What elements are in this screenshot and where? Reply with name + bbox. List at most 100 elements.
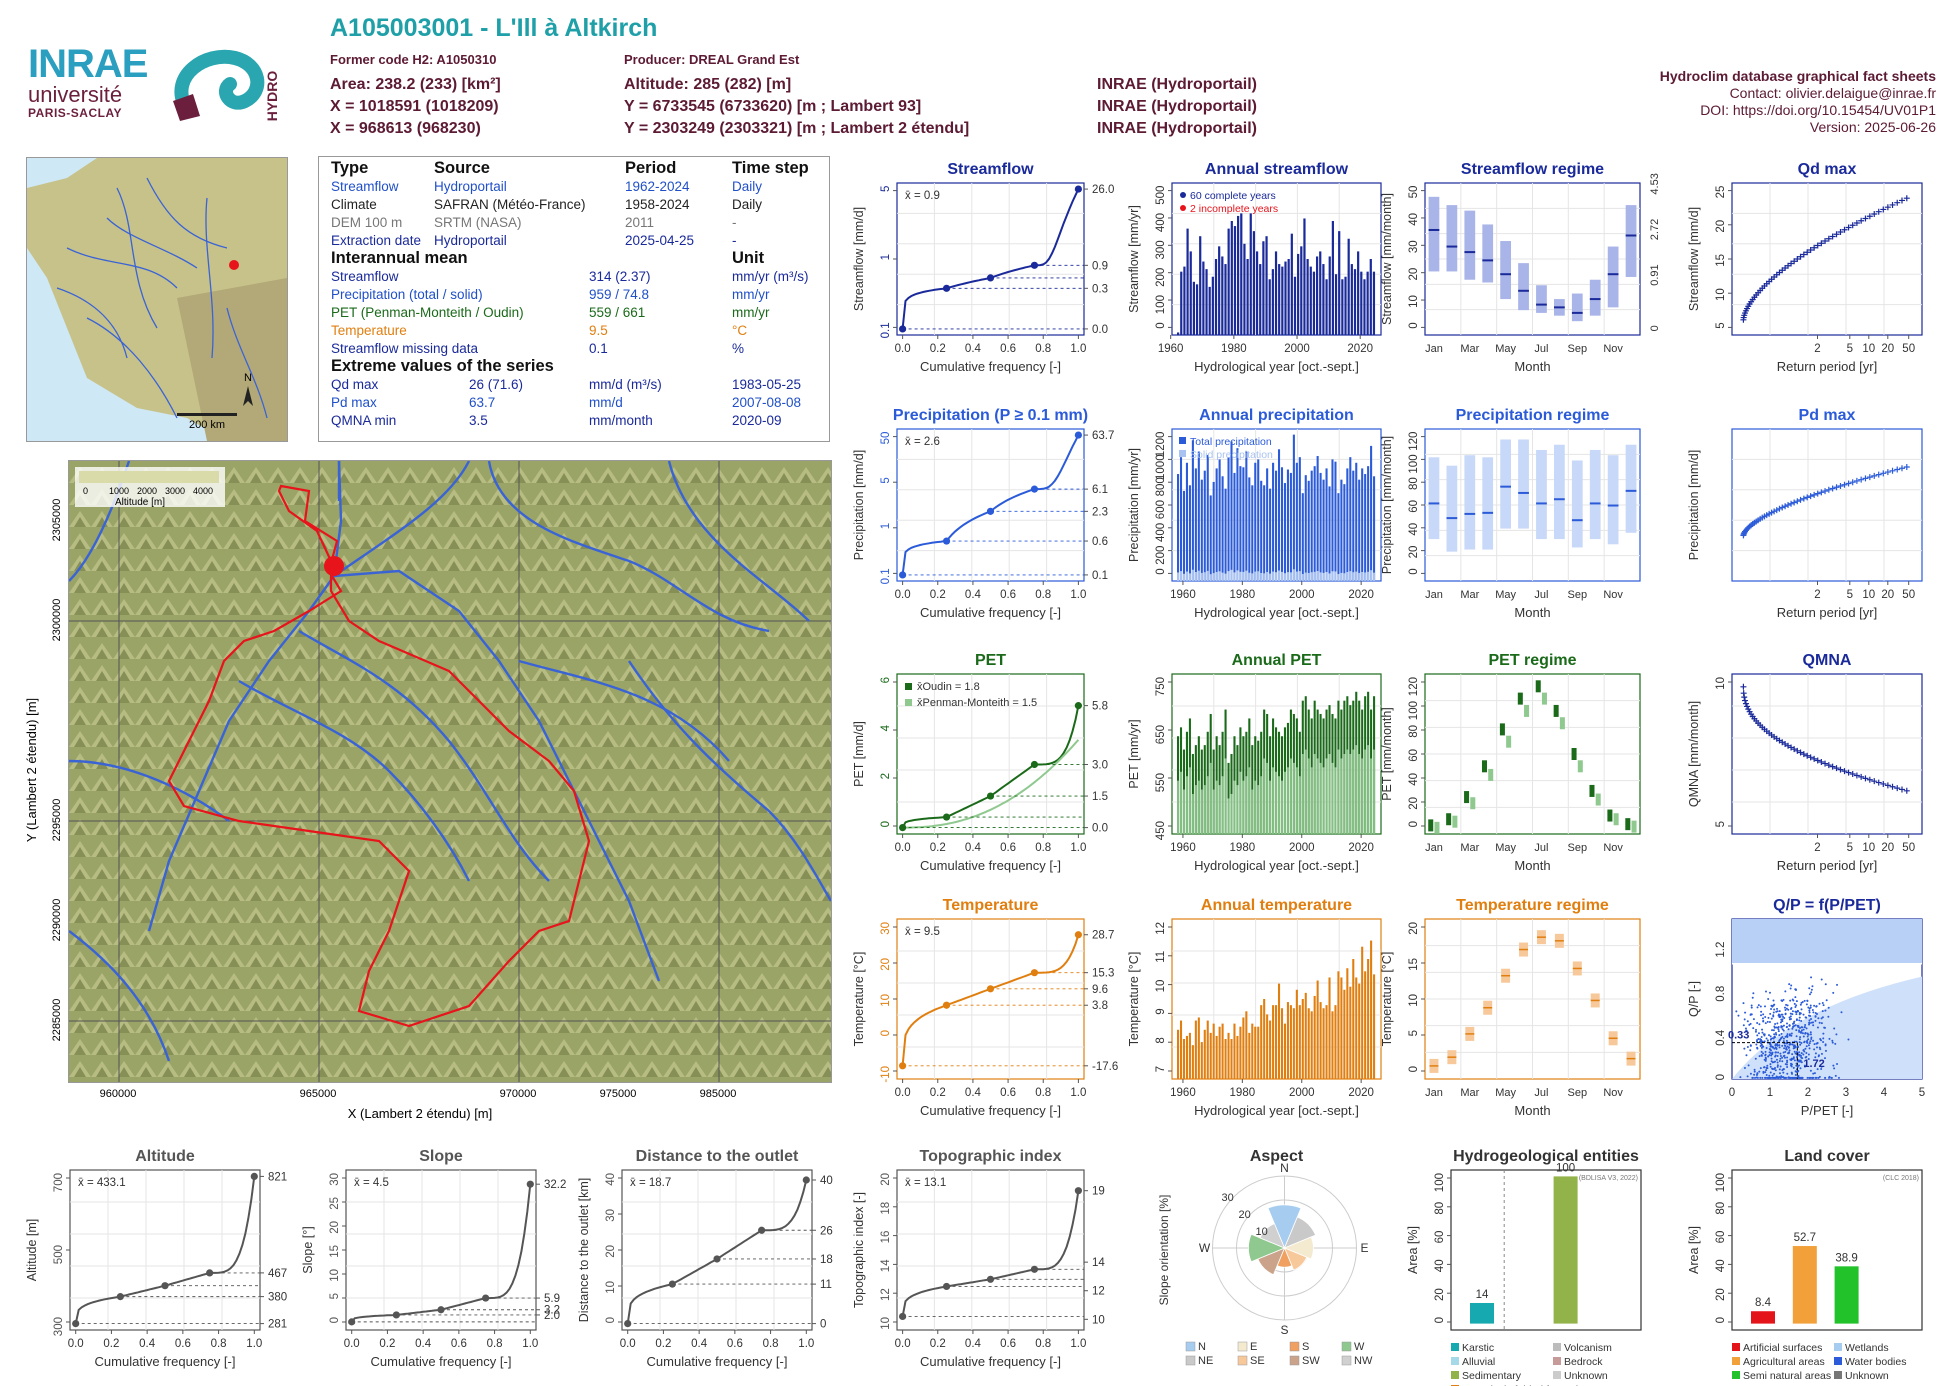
bar-solid <box>1325 571 1328 581</box>
return-point <box>1804 249 1811 256</box>
return-point <box>1871 210 1878 217</box>
scatter-point <box>1802 1053 1805 1056</box>
bar <box>1265 236 1268 335</box>
regime-box <box>1464 210 1476 280</box>
scatter-point <box>1792 1076 1795 1079</box>
return-point <box>1837 766 1844 773</box>
map-ytick: 2305000 <box>51 499 63 542</box>
chart-title: Slope <box>419 1148 463 1165</box>
legend-swatch <box>1179 450 1186 457</box>
scatter-point <box>1776 1022 1779 1025</box>
chart-title: Qd max <box>1798 161 1857 178</box>
meta-contact[interactable]: Contact: olivier.delaigue@inrae.fr <box>1729 85 1936 101</box>
y-tick-label: 700 <box>53 1173 65 1192</box>
chart-title: Annual PET <box>1232 652 1322 669</box>
bar-secondary <box>1295 767 1298 834</box>
y-tick-label: 0 <box>1408 568 1420 574</box>
chart-qp_ppet: Q/P = f(P/PET) P/PET [-] Q/P [-] 0 1 2 3 4 5 0 0.4… <box>1687 897 1925 1118</box>
return-point <box>1880 206 1887 213</box>
scatter-point <box>1802 1028 1805 1031</box>
bar <box>1301 999 1304 1079</box>
return-point <box>1898 786 1905 793</box>
inrae-logo: INRAE université PARIS-SACLAY <box>28 44 148 126</box>
bar <box>1334 274 1338 335</box>
legend-swatch <box>1289 1341 1300 1352</box>
row-type: DEM 100 m <box>331 215 403 230</box>
median-y-label: 0.33 <box>1728 1030 1749 1042</box>
x-tick-label: 0.2 <box>930 842 946 854</box>
return-point <box>1814 757 1821 764</box>
regime-box <box>1482 457 1494 550</box>
former-code: Former code H2: A1050310 <box>330 52 497 67</box>
return-point <box>1800 495 1807 502</box>
y-tick-label: 5 <box>329 1293 341 1299</box>
right-tick-label: 0.1 <box>1092 570 1108 582</box>
scatter-point <box>1780 1032 1783 1035</box>
scatter-point <box>1764 1071 1767 1074</box>
rose-label: W <box>1199 1241 1211 1255</box>
bar <box>1179 457 1183 581</box>
bar <box>1195 284 1199 335</box>
x-tick-label: Jan <box>1425 589 1443 601</box>
meta-doi[interactable]: DOI: https://doi.org/10.15454/UV01P1 <box>1700 102 1936 118</box>
scatter-point <box>1824 1044 1827 1047</box>
scatter-point <box>1813 1072 1816 1075</box>
mean-label: x̄ = 18.7 <box>630 1177 671 1189</box>
bar <box>1242 1017 1245 1079</box>
x-tick-label: 1.0 <box>1070 1087 1086 1099</box>
scatter-point <box>1756 1034 1759 1037</box>
regime-marker-2 <box>1559 717 1565 730</box>
scatter-point <box>1797 1075 1800 1078</box>
bar-secondary <box>1283 771 1287 834</box>
bar <box>1322 1008 1325 1079</box>
bar-secondary <box>1277 776 1281 834</box>
scatter-point <box>1774 1022 1777 1025</box>
inrae-logo-text: INRAE <box>28 42 148 86</box>
bar-secondary <box>1337 749 1340 834</box>
bar <box>1292 1008 1295 1079</box>
return-point <box>1862 215 1869 222</box>
scatter-point <box>1758 1070 1761 1073</box>
x-tick-label: 0.8 <box>211 1338 227 1350</box>
scatter-point <box>1756 1047 1759 1050</box>
chart-precipitation_regime: Precipitation regime Month Precipitation [… <box>1380 407 1641 620</box>
scatter-point <box>1769 1043 1772 1046</box>
bar <box>1287 259 1290 335</box>
ia-value: 9.5 <box>589 323 608 338</box>
bar <box>1248 477 1251 581</box>
x-tick-label: 1980 <box>1230 842 1256 854</box>
scatter-point <box>1760 1050 1763 1053</box>
scatter-point <box>1776 1065 1779 1068</box>
return-point <box>1845 769 1852 776</box>
y-tick-label: 2 <box>880 773 892 779</box>
return-point <box>1849 771 1856 778</box>
legend-swatch <box>1451 1371 1459 1379</box>
return-point <box>1898 465 1905 472</box>
scatter-point <box>1746 1075 1749 1078</box>
x-axis-label: Cumulative frequency [-] <box>920 605 1061 620</box>
rose-sector-SE <box>1283 1247 1308 1271</box>
bar-solid <box>1322 572 1325 581</box>
bar-solid <box>1251 573 1254 581</box>
bar-solid <box>1179 571 1183 581</box>
scatter-point <box>1814 1056 1817 1059</box>
bar <box>1177 332 1180 335</box>
scatter-point <box>1825 999 1828 1002</box>
return-point <box>1785 742 1792 749</box>
right-tick-label: 10 <box>1092 1314 1105 1326</box>
scatter-point <box>1785 1025 1788 1028</box>
scatter-point <box>1803 1064 1806 1067</box>
chart-pet: PET Cumulative frequency [-] PET [mm/d] 0.0… <box>852 652 1108 873</box>
chart-title: QMNA <box>1803 652 1852 669</box>
scatter-point <box>1786 1033 1789 1036</box>
y-axis-label: Precipitation [mm/yr] <box>1127 448 1141 562</box>
return-point <box>1825 235 1832 242</box>
x-tick-label: 2000 <box>1289 1087 1315 1099</box>
y-tick-label: 40 <box>1408 213 1420 226</box>
bar <box>1284 261 1287 335</box>
scatter-point <box>1771 1067 1774 1070</box>
chart-temperature_regime: Temperature regime Month Temperature [°C] 0… <box>1380 897 1641 1118</box>
scatter-point <box>1758 1055 1761 1058</box>
x-tick-label: 20 <box>1881 842 1894 854</box>
return-point <box>1804 752 1811 759</box>
